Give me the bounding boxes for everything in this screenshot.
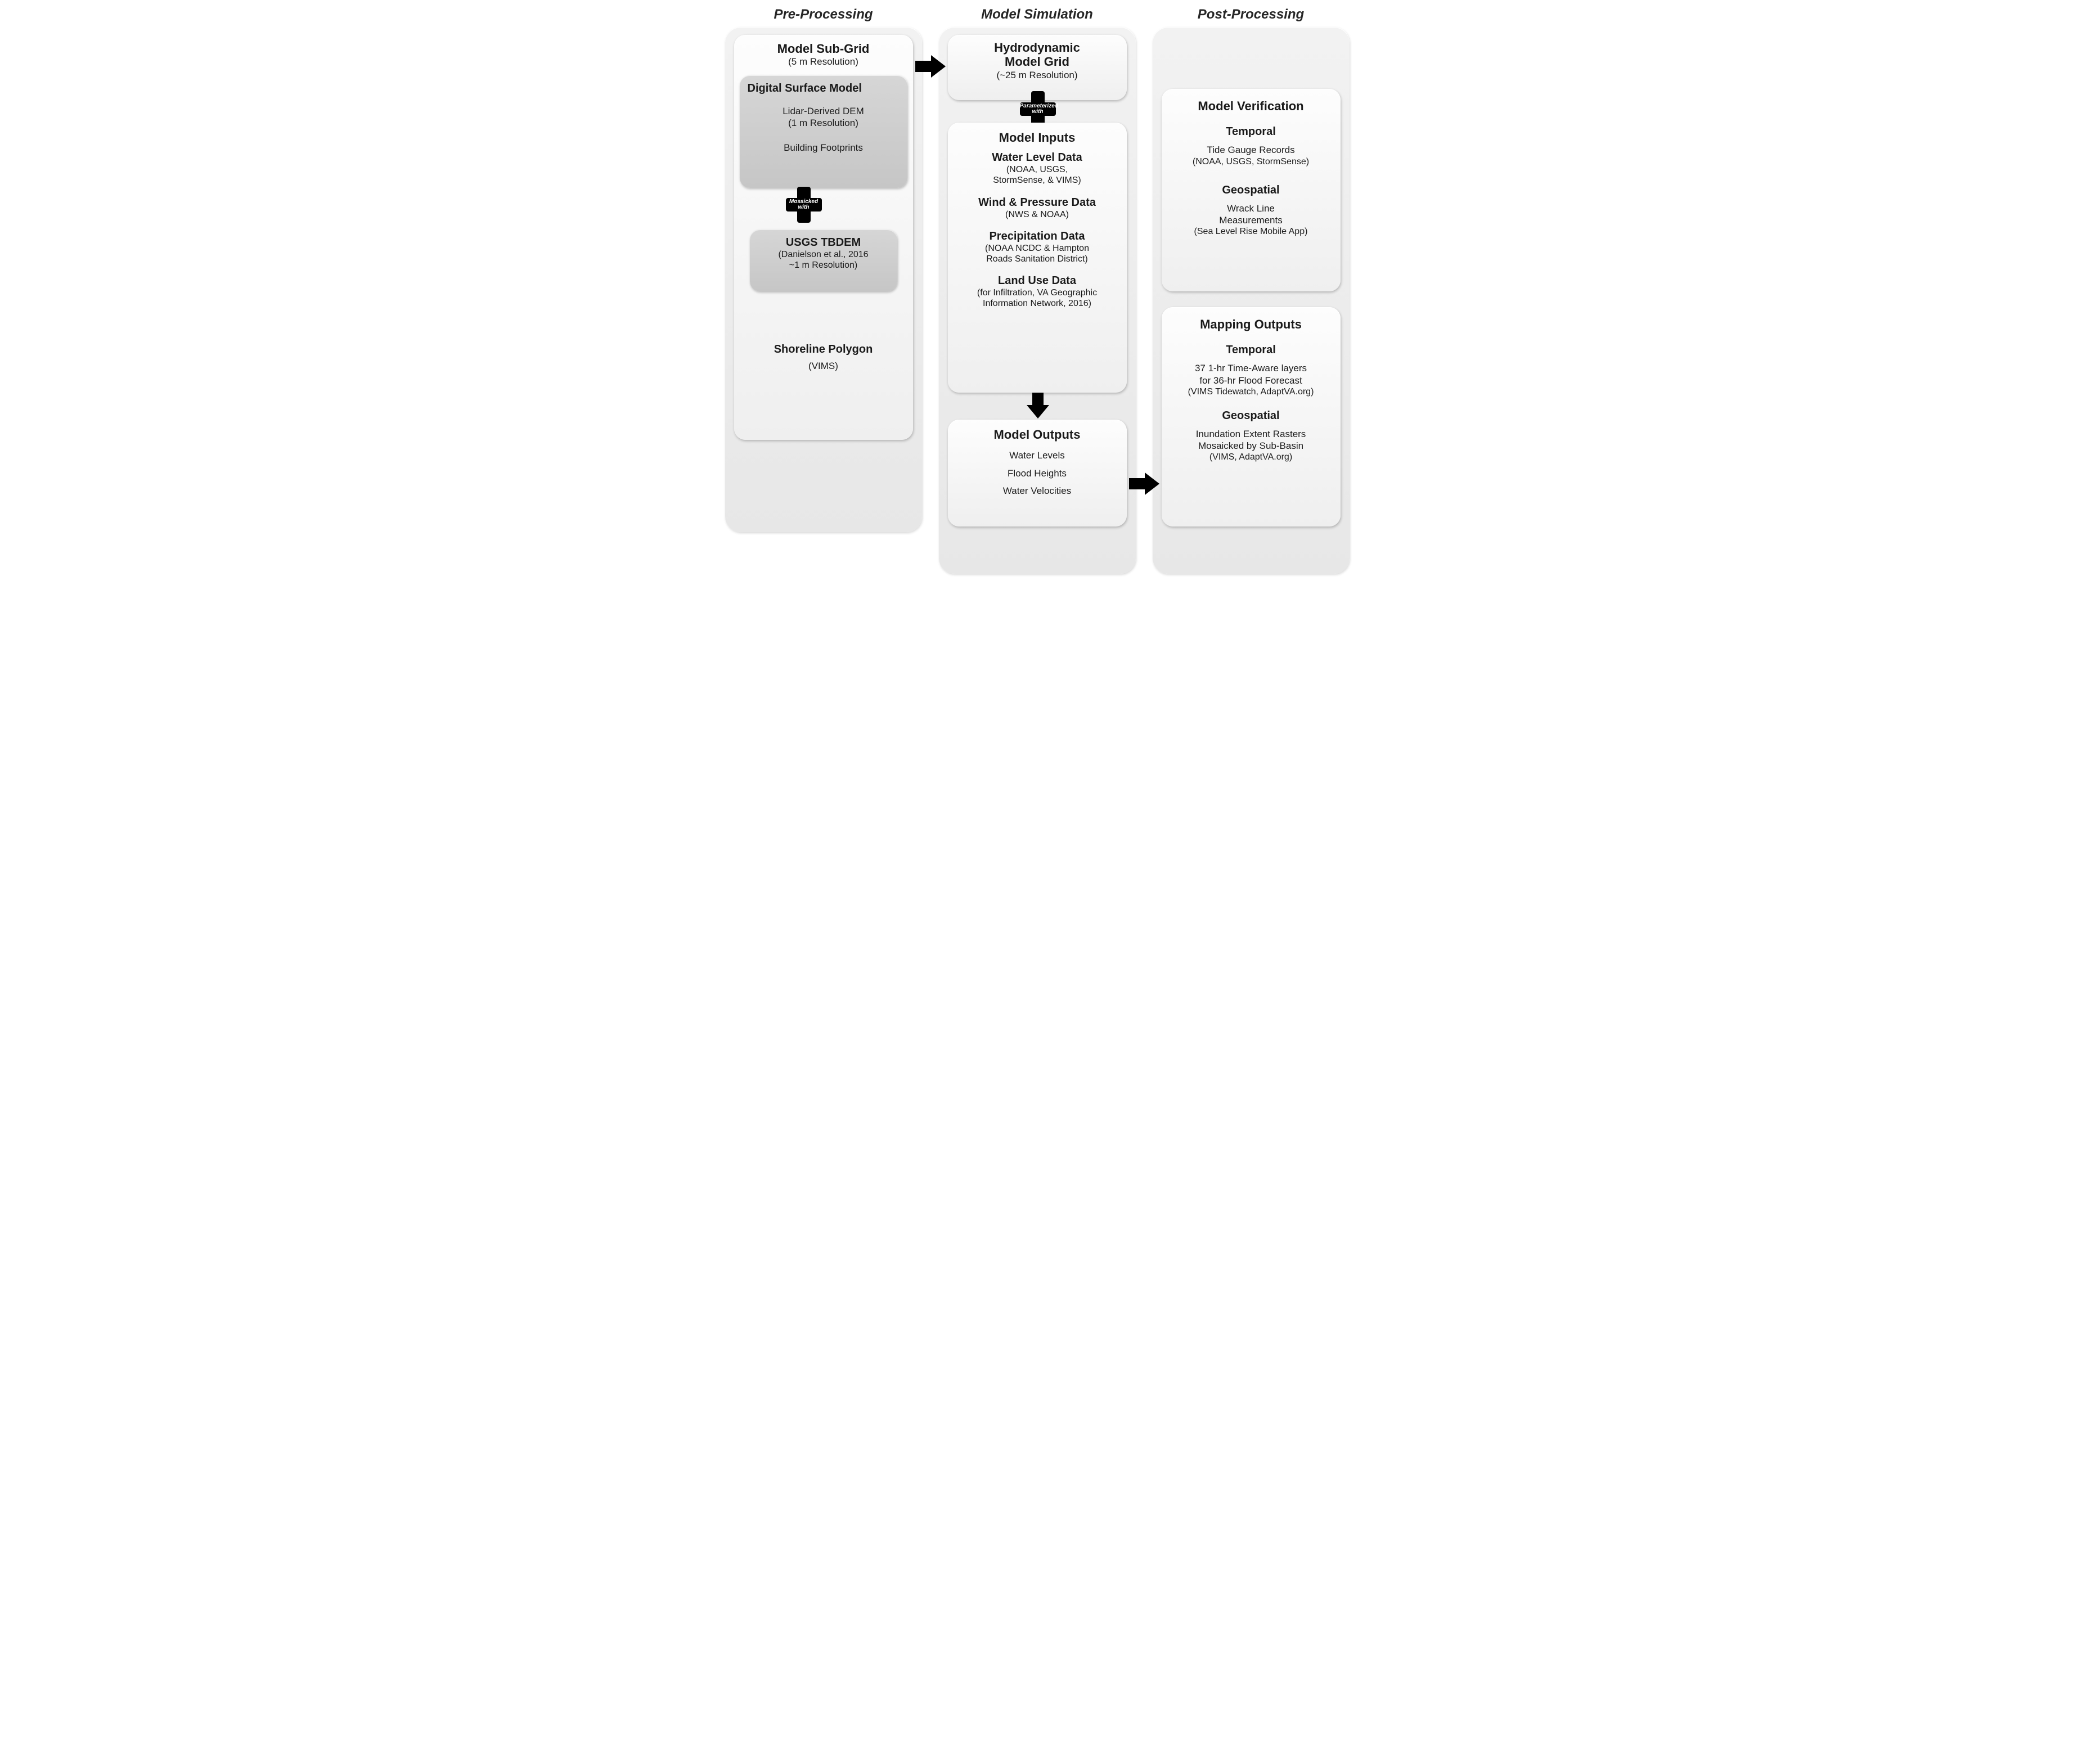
map-temporal-l1: 37 1-hr Time-Aware layers [1162, 362, 1341, 374]
wp-title: Wind & Pressure Data [948, 196, 1127, 209]
dsm-l1: Lidar-Derived DEM [740, 105, 907, 117]
verify-temporal-h: Temporal [1162, 125, 1341, 138]
card-tbdem: USGS TBDEM (Danielson et al., 2016 ~1 m … [750, 230, 897, 291]
tbdem-title: USGS TBDEM [750, 236, 897, 249]
pr-s2: Roads Sanitation District) [948, 254, 1127, 264]
card-inputs: Model Inputs Water Level Data (NOAA, USG… [948, 123, 1127, 393]
map-temporal-h: Temporal [1162, 344, 1341, 357]
out-1: Water Levels [948, 449, 1127, 461]
map-temporal-s: (VIMS Tidewatch, AdaptVA.org) [1162, 386, 1341, 397]
shoreline-title: Shoreline Polygon [734, 343, 913, 356]
verify-geo-l1: Wrack Line [1162, 202, 1341, 214]
inputs-title: Model Inputs [948, 130, 1127, 145]
col-header-post: Post-Processing [1153, 7, 1350, 22]
hydro-title-l1: Hydrodynamic [948, 40, 1127, 55]
wl-s2: StormSense, & VIMS) [948, 175, 1127, 186]
arrow-pre-to-sim-icon [915, 55, 949, 78]
arrow-outputs-map-icon [1129, 472, 1163, 495]
card-hydro: Hydrodynamic Model Grid (~25 m Resolutio… [948, 35, 1127, 100]
wl-s1: (NOAA, USGS, [948, 164, 1127, 175]
subgrid-title: Model Sub-Grid [734, 42, 913, 56]
lu-s1: (for Infiltration, VA Geographic [948, 287, 1127, 298]
plus-mosaicked-label: Mosaicked with [786, 199, 822, 210]
wl-title: Water Level Data [948, 151, 1127, 164]
wp-s: (NWS & NOAA) [948, 209, 1127, 220]
card-dsm: Digital Surface Model Lidar-Derived DEM … [740, 75, 907, 188]
plus-param-label: Parameterized with [1020, 104, 1056, 115]
hydro-title-l2: Model Grid [948, 55, 1127, 69]
map-geo-h: Geospatial [1162, 410, 1341, 422]
map-geo-l1: Inundation Extent Rasters [1162, 428, 1341, 440]
subgrid-sub: (5 m Resolution) [734, 56, 913, 68]
verify-temporal-l1: Tide Gauge Records [1162, 144, 1341, 156]
map-geo-l2: Mosaicked by Sub-Basin [1162, 440, 1341, 452]
verify-geo-s: (Sea Level Rise Mobile App) [1162, 226, 1341, 237]
flowchart-canvas: Pre-Processing Model Simulation Post-Pro… [705, 0, 1369, 565]
mapping-title: Mapping Outputs [1162, 317, 1341, 331]
hydro-sub: (~25 m Resolution) [948, 69, 1127, 81]
pr-s1: (NOAA NCDC & Hampton [948, 243, 1127, 254]
verify-geo-l2: Measurements [1162, 214, 1341, 226]
shoreline-sub: (VIMS) [734, 360, 913, 372]
outputs-title: Model Outputs [948, 428, 1127, 442]
map-geo-s: (VIMS, AdaptVA.org) [1162, 452, 1341, 462]
col-header-sim: Model Simulation [939, 7, 1136, 22]
pr-title: Precipitation Data [948, 230, 1127, 243]
tbdem-l1: (Danielson et al., 2016 [750, 249, 897, 260]
map-temporal-l2: for 36-hr Flood Forecast [1162, 375, 1341, 386]
lu-s2: Information Network, 2016) [948, 298, 1127, 309]
plus-mosaicked-icon: Mosaicked with [786, 187, 822, 223]
card-subgrid: Model Sub-Grid (5 m Resolution) Digital … [734, 35, 913, 440]
dsm-l2: Building Footprints [740, 142, 907, 154]
card-mapping: Mapping Outputs Temporal 37 1-hr Time-Aw… [1162, 307, 1341, 526]
dsm-title: Digital Surface Model [740, 82, 907, 95]
plus-param-icon: Parameterized with [1020, 91, 1056, 127]
lu-title: Land Use Data [948, 274, 1127, 287]
arrow-inputs-outputs-icon [1027, 393, 1049, 421]
tbdem-l2: ~1 m Resolution) [750, 260, 897, 271]
card-outputs: Model Outputs Water Levels Flood Heights… [948, 420, 1127, 526]
verify-title: Model Verification [1162, 99, 1341, 113]
dsm-l1s: (1 m Resolution) [740, 117, 907, 129]
verify-temporal-s: (NOAA, USGS, StormSense) [1162, 156, 1341, 167]
out-2: Flood Heights [948, 467, 1127, 479]
card-verify: Model Verification Temporal Tide Gauge R… [1162, 89, 1341, 291]
col-header-pre: Pre-Processing [725, 7, 922, 22]
out-3: Water Velocities [948, 485, 1127, 497]
verify-geo-h: Geospatial [1162, 184, 1341, 197]
